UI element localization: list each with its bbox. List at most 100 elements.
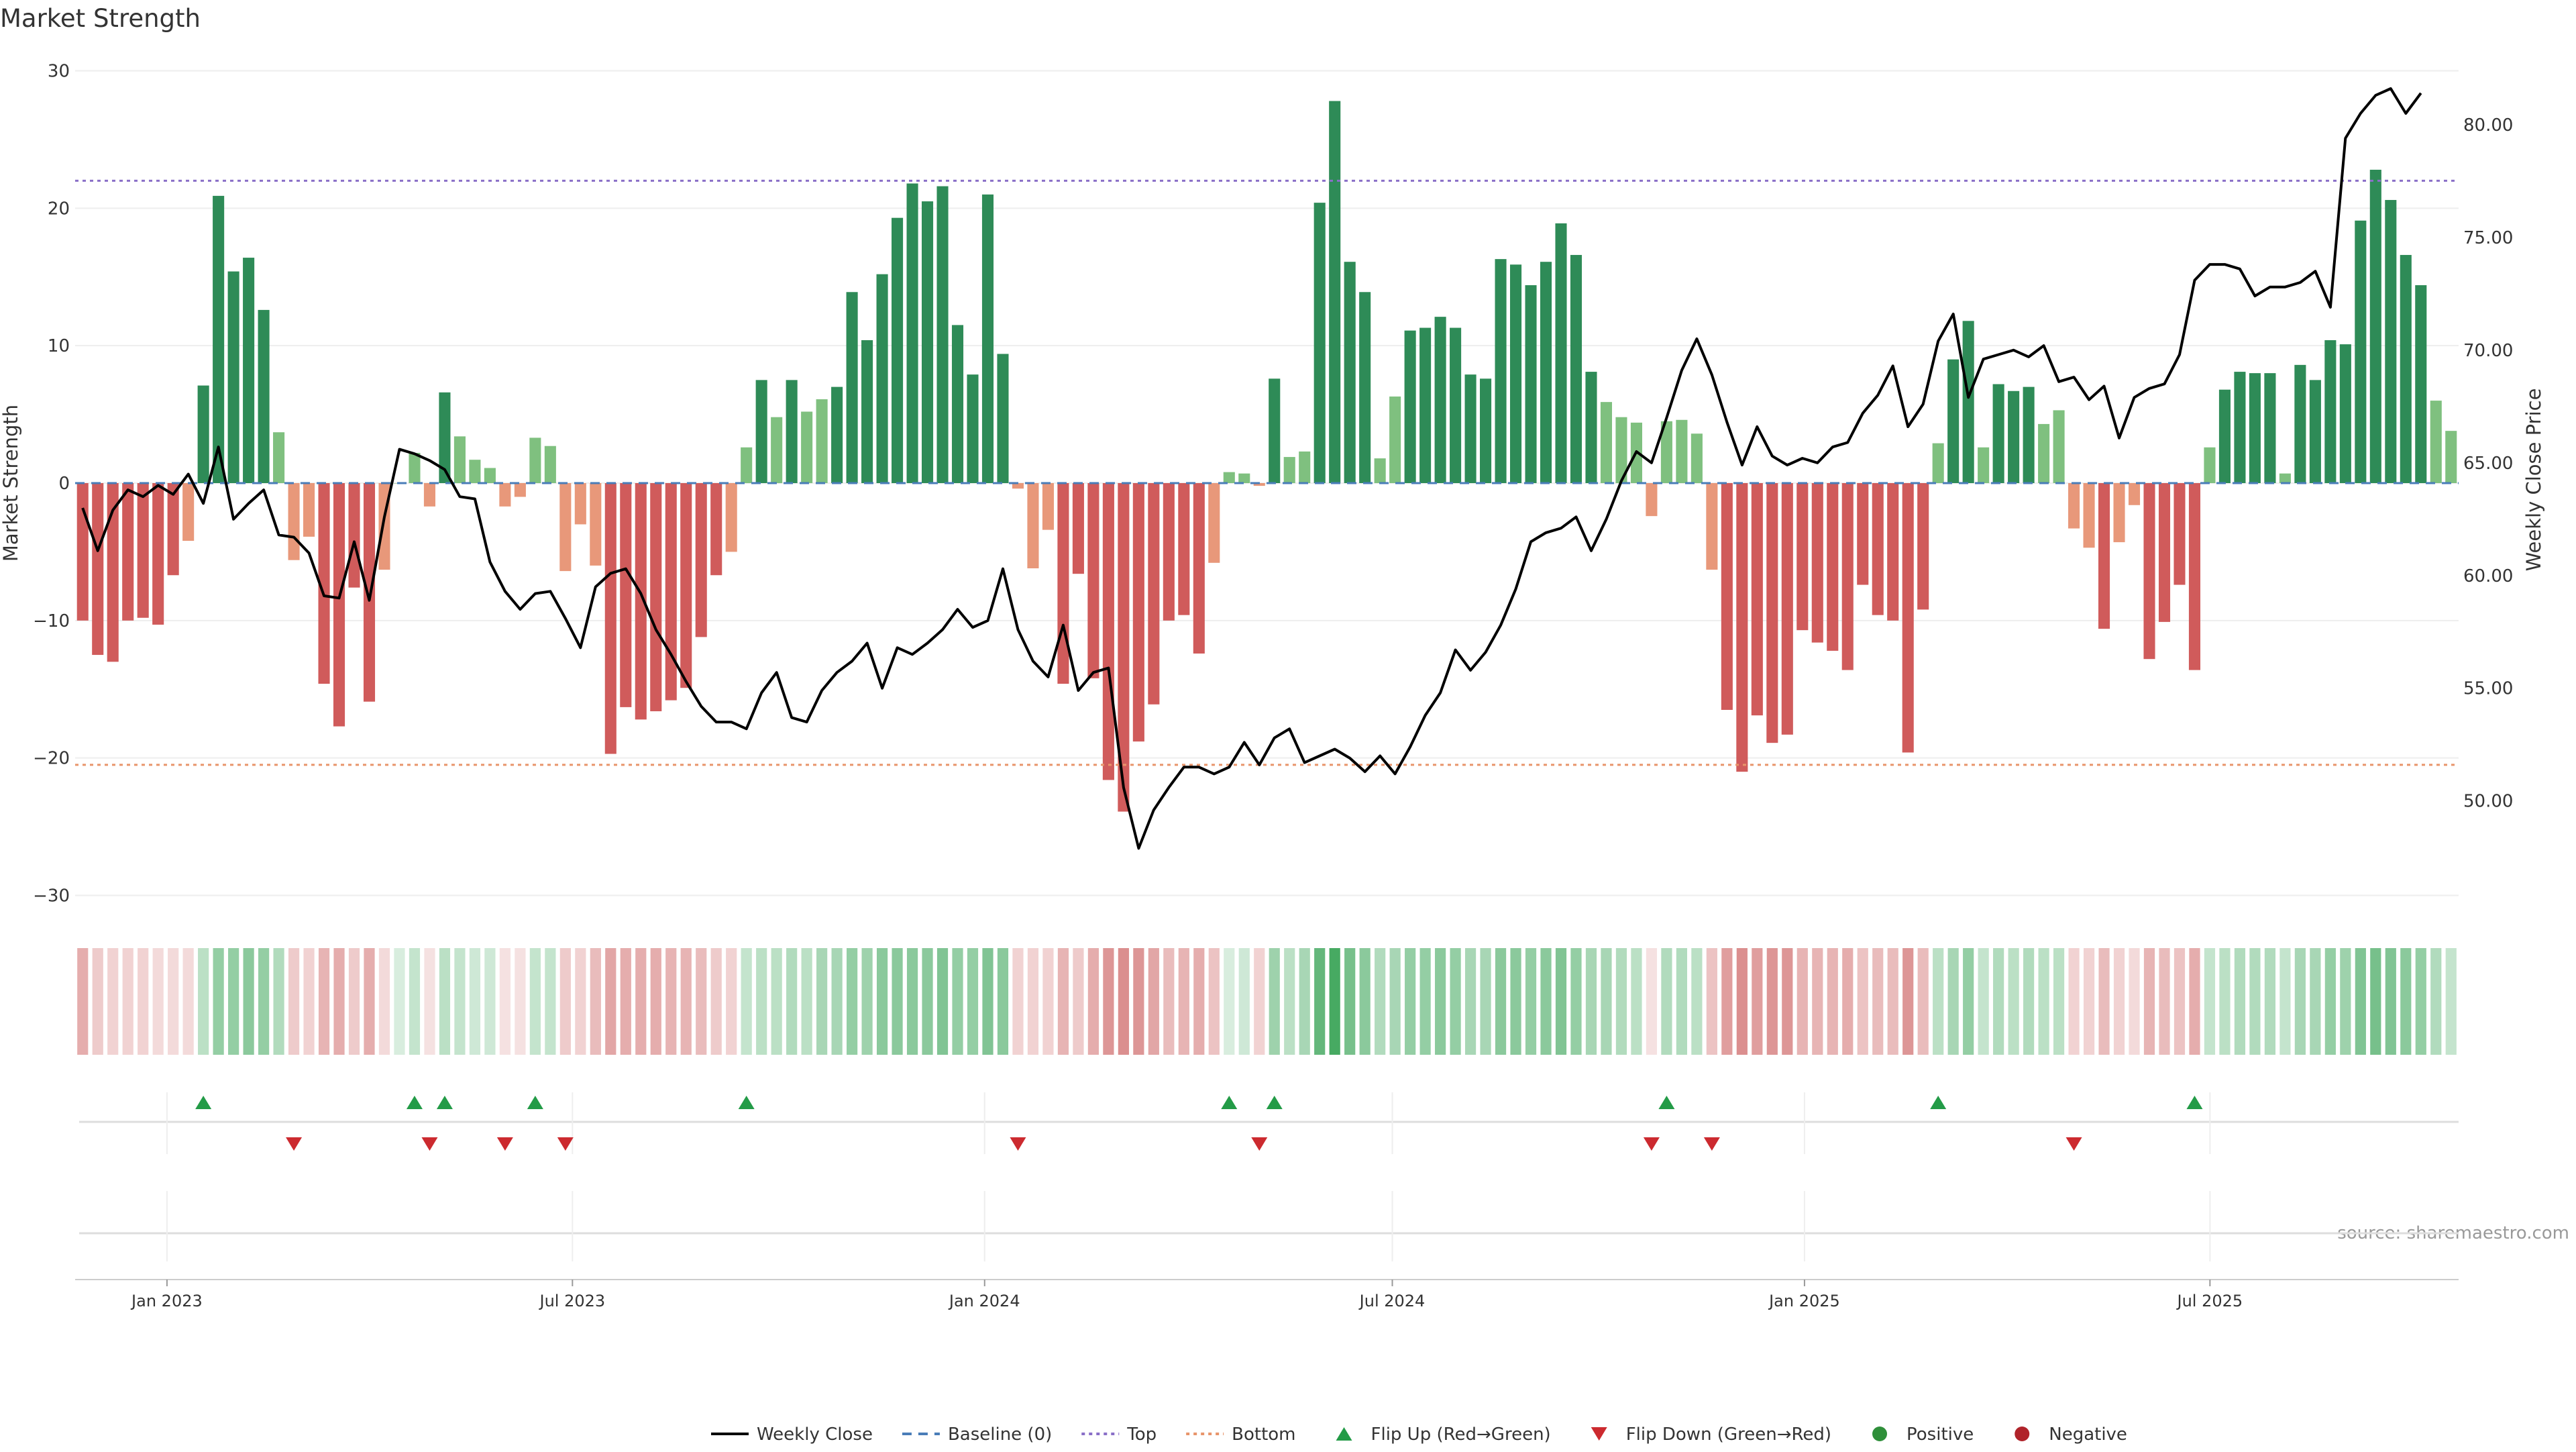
strength-bar xyxy=(122,483,134,621)
heat-cell xyxy=(2324,948,2336,1055)
heat-cell xyxy=(2234,948,2246,1055)
strength-bar xyxy=(1374,458,1386,483)
strength-bar xyxy=(967,374,979,483)
heat-cell xyxy=(1042,948,1054,1055)
strength-bar xyxy=(514,483,526,497)
heat-cell xyxy=(650,948,661,1055)
heat-cell xyxy=(2038,948,2049,1055)
heat-cell xyxy=(1631,948,1642,1055)
x-tick-label: Jul 2024 xyxy=(1358,1292,1426,1310)
heat-cell xyxy=(1178,948,1189,1055)
strength-bar xyxy=(2249,373,2261,483)
heat-cell xyxy=(922,948,933,1055)
flip-down-marker xyxy=(286,1137,303,1151)
heat-cell xyxy=(2415,948,2426,1055)
heat-cell xyxy=(439,948,451,1055)
y-left-tick-label: −30 xyxy=(33,886,70,906)
flip-down-marker xyxy=(2065,1137,2082,1151)
heat-cell xyxy=(2143,948,2155,1055)
strength-bar xyxy=(981,194,994,483)
y-axis-left-label: Market Strength xyxy=(0,405,22,562)
strength-bar xyxy=(453,436,466,483)
heat-cell xyxy=(1329,948,1340,1055)
heat-cell xyxy=(288,948,300,1055)
heat-cell xyxy=(2355,948,2366,1055)
flip-up-marker xyxy=(195,1096,212,1109)
heat-cell xyxy=(1012,948,1024,1055)
heat-cell xyxy=(1646,948,1658,1055)
heat-cell xyxy=(303,948,315,1055)
heat-cell xyxy=(1525,948,1537,1055)
strength-bar xyxy=(1992,384,2004,483)
strength-bar xyxy=(2294,364,2306,483)
heat-cell xyxy=(2294,948,2306,1055)
strength-bar xyxy=(1087,483,1099,678)
strength-bar xyxy=(1887,483,1899,621)
strength-bar xyxy=(1389,396,1401,483)
y-right-tick-label: 60.00 xyxy=(2463,566,2513,586)
strength-bar xyxy=(2174,483,2186,585)
heat-cell xyxy=(1615,948,1627,1055)
flip-up-marker xyxy=(1930,1096,1947,1109)
strength-bar xyxy=(861,340,873,483)
heat-cell xyxy=(1087,948,1099,1055)
heat-cell xyxy=(107,948,119,1055)
strength-bar xyxy=(1132,483,1144,742)
strength-bar xyxy=(1057,483,1069,684)
strength-bar xyxy=(107,483,119,662)
heat-cell xyxy=(2098,948,2110,1055)
heat-cell xyxy=(786,948,798,1055)
strength-bar xyxy=(1223,472,1235,483)
strength-bar xyxy=(92,483,104,656)
x-tick-label: Jul 2023 xyxy=(538,1292,605,1310)
strength-bar xyxy=(469,460,481,483)
x-tick-label: Jan 2023 xyxy=(130,1292,203,1310)
strength-bar xyxy=(333,483,345,727)
heat-cell xyxy=(364,948,375,1055)
heat-cell xyxy=(2430,948,2442,1055)
flip-up-marker xyxy=(2186,1096,2203,1109)
heat-cell xyxy=(348,948,360,1055)
strength-bar xyxy=(620,483,632,707)
strength-bar xyxy=(665,483,677,701)
strength-bar xyxy=(499,483,511,507)
strength-bar xyxy=(2234,372,2246,483)
heat-cell xyxy=(378,948,390,1055)
strength-bar xyxy=(2309,380,2321,483)
y-axis-left: −30 −20 −10 0 10 20 30 xyxy=(33,61,70,906)
heat-cell xyxy=(2219,948,2231,1055)
heat-cell xyxy=(228,948,239,1055)
strength-bar xyxy=(2204,447,2216,483)
heat-cell xyxy=(1148,948,1159,1055)
strength-bar xyxy=(921,201,934,483)
strength-bar xyxy=(1464,374,1477,483)
flip-up-marker xyxy=(527,1096,543,1109)
strength-bar xyxy=(1706,483,1718,570)
heat-cell xyxy=(2008,948,2019,1055)
heat-cell xyxy=(1676,948,1687,1055)
strength-bar xyxy=(1600,402,1613,483)
heat-cell xyxy=(243,948,254,1055)
legend-label-negative: Negative xyxy=(2049,1424,2127,1445)
strength-bar xyxy=(423,483,435,507)
strength-bar xyxy=(152,483,164,625)
heat-strip xyxy=(77,948,2457,1055)
strength-bar xyxy=(876,274,888,483)
y-left-tick-label: −10 xyxy=(33,611,70,631)
heat-cell xyxy=(1284,948,1295,1055)
strength-bar xyxy=(590,483,602,566)
strength-bar xyxy=(2053,410,2065,483)
y-right-tick-label: 65.00 xyxy=(2463,454,2513,474)
strength-bar xyxy=(2083,483,2095,548)
legend-swatch-flip-up-red-green xyxy=(1336,1427,1352,1441)
y-right-tick-label: 50.00 xyxy=(2463,792,2513,812)
strength-bar xyxy=(2218,389,2231,483)
strength-bar xyxy=(1404,330,1416,483)
strength-bar xyxy=(1283,457,1295,483)
flip-down-marker xyxy=(557,1137,574,1151)
heat-cell xyxy=(1917,948,1929,1055)
heat-cell xyxy=(982,948,994,1055)
strength-bar xyxy=(439,392,451,483)
strength-bar xyxy=(2068,483,2080,529)
strength-bar xyxy=(484,468,496,483)
